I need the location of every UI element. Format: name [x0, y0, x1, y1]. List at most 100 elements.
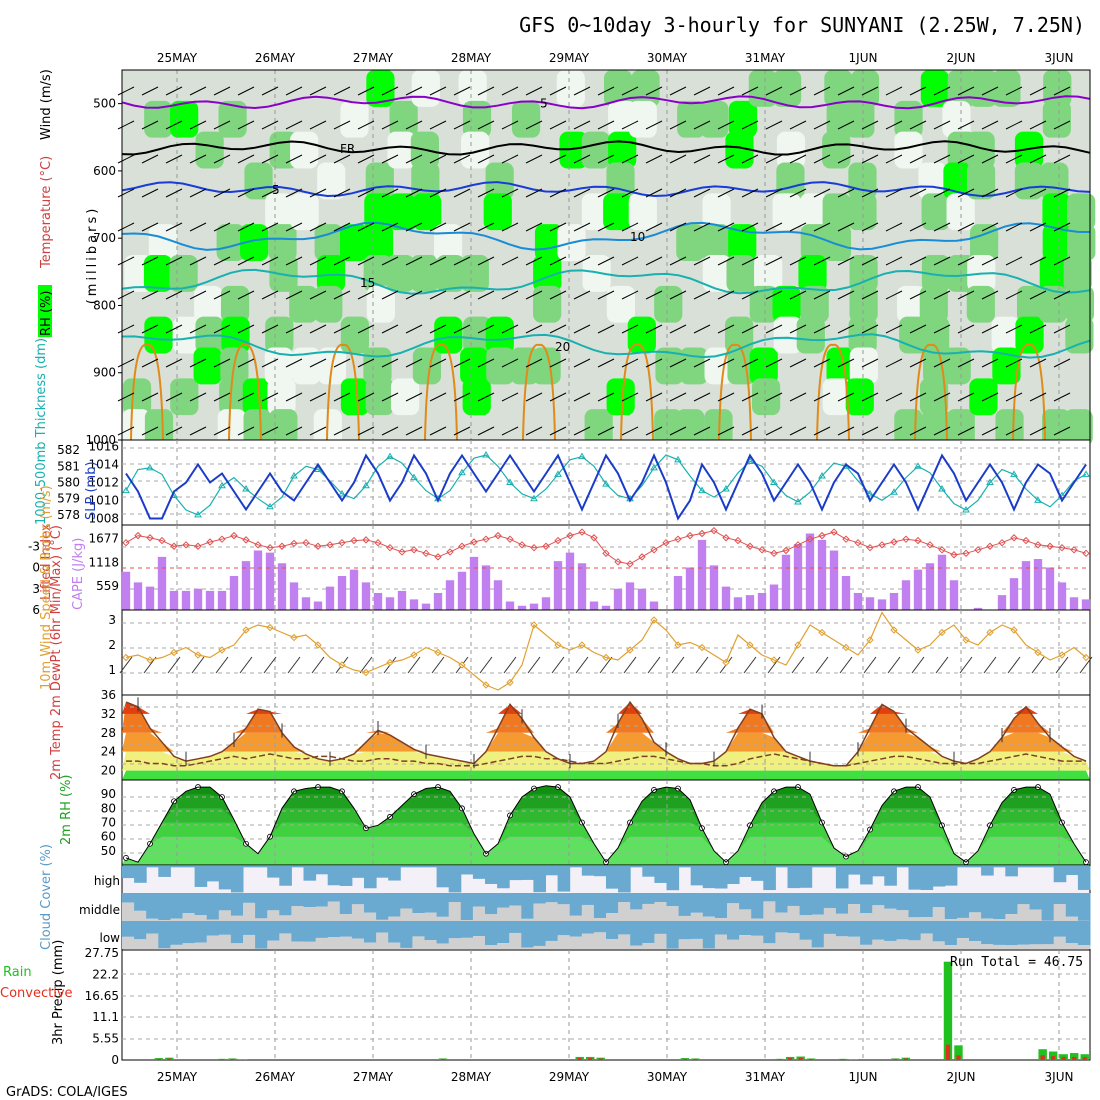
rh-patch — [220, 285, 250, 323]
cloud-bar — [146, 866, 159, 868]
precip-convective-bar — [903, 1058, 908, 1060]
wind-barb — [357, 188, 375, 198]
wind-barb — [165, 392, 183, 402]
wind-barb — [501, 392, 519, 402]
cape-bar — [145, 586, 155, 610]
cloud-bar — [230, 866, 244, 893]
surface-wind-barb — [839, 656, 853, 674]
wind-barb — [1005, 324, 1023, 334]
cloud-gap — [412, 913, 425, 921]
rh-patch — [269, 409, 298, 446]
wind-barb — [1053, 392, 1071, 402]
cloud-bar — [545, 866, 559, 876]
slp-line — [125, 453, 1087, 521]
rh-patch — [194, 285, 223, 323]
precip-tick-label: 16.65 — [85, 989, 119, 1003]
cloud-bar — [1029, 866, 1043, 868]
temp-tick-label: 24 — [101, 745, 116, 759]
wind-barb — [621, 290, 639, 300]
cloud-gap — [956, 938, 970, 949]
cloud-bar — [606, 921, 619, 939]
cape-axis-title: CAPE (J/kg) — [71, 538, 86, 610]
wind-barb — [141, 222, 159, 232]
cloud-gap — [956, 917, 970, 921]
cloud-bar — [485, 921, 498, 946]
surface-wind-barb — [863, 656, 877, 674]
lifted-tick-label: 3 — [32, 582, 40, 596]
cloud-gap — [969, 912, 982, 921]
rh-patch — [193, 347, 222, 385]
rh-patch — [921, 193, 950, 231]
cloud-gap — [1065, 943, 1079, 949]
rh-patch — [314, 224, 343, 261]
wind-barb — [693, 256, 711, 266]
cloud-bar — [823, 866, 837, 868]
cloud-bar — [485, 893, 498, 915]
cloud-gap — [194, 942, 208, 949]
wind-barb — [381, 154, 399, 164]
wind-barb — [501, 120, 519, 130]
cloud-bar — [158, 921, 171, 949]
rh-patch — [995, 409, 1024, 446]
cloud-bar — [908, 866, 922, 890]
thickness-line — [125, 454, 1087, 516]
thickness-tick-label: 582 — [57, 443, 80, 457]
cape-bar — [169, 590, 179, 610]
precip-convective-bar — [598, 1058, 603, 1060]
wind-barb — [333, 86, 351, 96]
rh-patch — [511, 100, 541, 138]
wind-barb — [981, 120, 999, 130]
wind-barb — [477, 120, 495, 130]
wind-barb — [861, 290, 879, 300]
rh-shading — [121, 70, 1096, 446]
date-tick-bottom: 25MAY — [157, 1070, 198, 1084]
rh-tick-label: 80 — [101, 801, 116, 815]
wind-barb — [765, 358, 783, 368]
wind-barb — [525, 358, 543, 368]
cloud-gap — [884, 908, 897, 921]
wind-barb — [789, 188, 807, 198]
wind-barb — [957, 120, 975, 130]
precip-axis-title: 3hr Precip (mm) — [51, 940, 66, 1045]
wind-barb — [621, 154, 639, 164]
cape-bar — [769, 584, 779, 610]
cloud-bar — [714, 893, 728, 919]
cloud-bar — [727, 893, 740, 904]
wind-barb — [525, 324, 543, 334]
cloud-gap — [291, 906, 304, 921]
cloud-gap — [593, 918, 607, 921]
wind-barb — [381, 358, 399, 368]
wind-barb — [597, 222, 615, 232]
wind-barb — [621, 256, 639, 266]
date-tick-top: 30MAY — [647, 51, 688, 65]
wind-barb — [573, 290, 591, 300]
cape-bar — [601, 605, 611, 610]
cloud-bar — [896, 866, 909, 868]
rh-patch — [143, 255, 173, 292]
cloud-row-label: middle — [79, 903, 120, 917]
wind-barb — [1005, 222, 1023, 232]
cape-bar — [373, 593, 383, 610]
wind-barb — [1029, 120, 1047, 130]
cloud-bar — [932, 921, 946, 942]
wind-barb — [885, 290, 903, 300]
cloud-gap — [279, 915, 292, 921]
wind-barb — [405, 290, 423, 300]
cloud-gap — [702, 916, 716, 921]
precip-convective-bar — [156, 1058, 161, 1060]
wind-barb — [141, 86, 159, 96]
cloud-gap — [775, 932, 788, 949]
cloud-bar — [436, 893, 450, 917]
wind-barb — [693, 86, 711, 96]
rh-patch — [606, 285, 635, 323]
cloud-bar — [1077, 893, 1091, 921]
cloud-bar — [291, 921, 304, 942]
wind-barb — [141, 358, 159, 368]
pressure-axis-title: (millibars) — [85, 206, 100, 305]
wind-barb — [573, 426, 591, 436]
rh-patch — [340, 378, 370, 416]
precip-convective-bar — [440, 1058, 446, 1060]
date-tick-top: 28MAY — [451, 51, 492, 65]
wind-barb — [261, 324, 279, 334]
cape-bar — [817, 539, 827, 610]
